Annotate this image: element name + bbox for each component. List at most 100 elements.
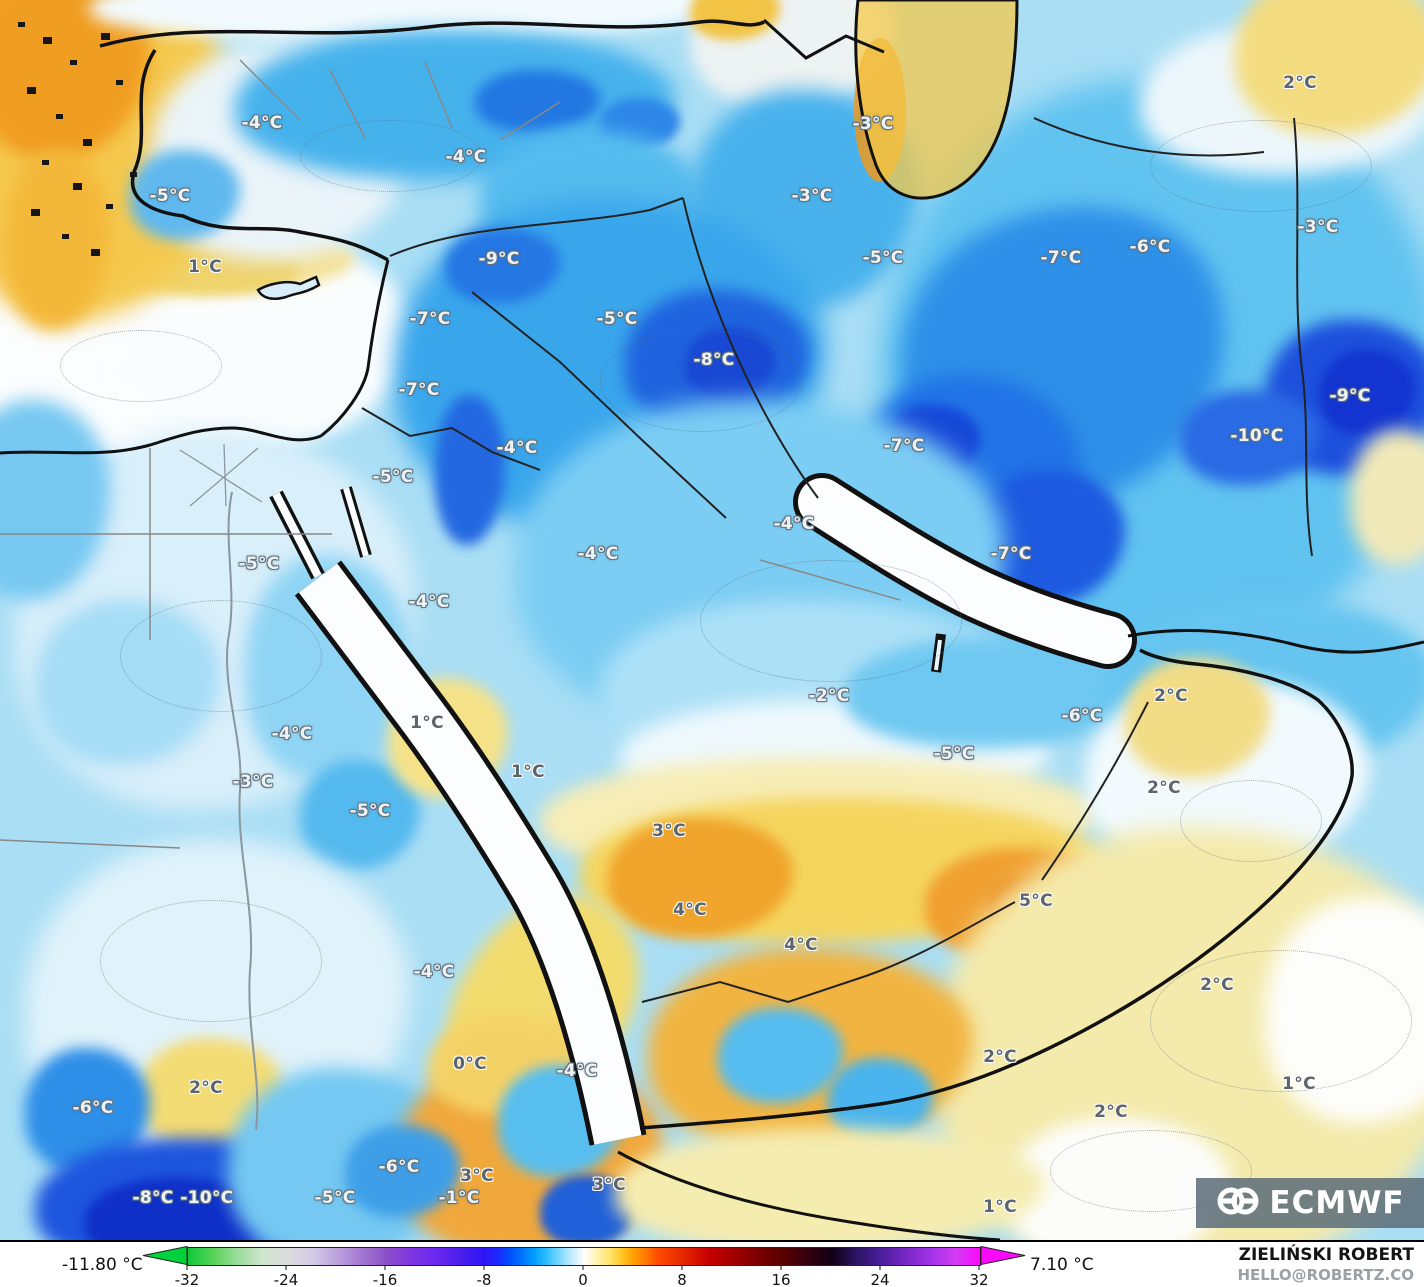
black-sea-coast xyxy=(99,19,765,48)
right-edge-pale-yellow xyxy=(1350,430,1424,565)
legend-tickmark xyxy=(384,1265,386,1270)
temp-label: -7°C xyxy=(1040,248,1082,268)
legend-tickmark xyxy=(879,1265,881,1270)
temp-label: 3°C xyxy=(460,1166,494,1186)
credit-name: ZIELIŃSKI ROBERT xyxy=(1238,1245,1414,1265)
contour xyxy=(700,560,962,682)
temp-label: -4°C xyxy=(577,544,619,564)
temp-label: -6°C xyxy=(1129,237,1171,257)
jordan-dark-streak xyxy=(435,395,505,545)
yemen-cold-spot xyxy=(718,1008,843,1103)
legend-gradient xyxy=(187,1247,981,1266)
temp-label: -4°C xyxy=(556,1061,598,1081)
temp-label: 2°C xyxy=(1147,778,1181,798)
contour xyxy=(1150,120,1372,212)
egypt-north-coast xyxy=(0,426,322,455)
contour xyxy=(300,120,482,192)
temp-label: -7°C xyxy=(990,544,1032,564)
turkey-dark-spot xyxy=(475,70,600,132)
temp-label: -6°C xyxy=(1061,706,1103,726)
temp-label: -4°C xyxy=(241,113,283,133)
legend-tickmark xyxy=(681,1265,683,1270)
legend-tick-label: 32 xyxy=(969,1271,989,1287)
temp-label: -4°C xyxy=(773,514,815,534)
temp-label: -3°C xyxy=(1297,217,1339,237)
caspian-sea xyxy=(854,0,1019,200)
legend-tick-label: 24 xyxy=(870,1271,890,1287)
persian-gulf-water xyxy=(798,478,1132,664)
temp-label: 2°C xyxy=(983,1047,1017,1067)
legend-tick-label: 8 xyxy=(677,1271,687,1287)
nile-delta-grid xyxy=(179,443,263,507)
temp-label: 1°C xyxy=(1282,1074,1316,1094)
temp-label: -6°C xyxy=(72,1098,114,1118)
temp-label: 5°C xyxy=(1019,891,1053,911)
legend-tick-label: -32 xyxy=(174,1271,200,1287)
iran-dark-mid xyxy=(1180,390,1320,485)
temp-label: 2°C xyxy=(1154,686,1188,706)
temp-label: 1°C xyxy=(983,1197,1017,1217)
contour xyxy=(60,330,222,402)
aegean-islands xyxy=(18,22,25,27)
temp-label: 1°C xyxy=(511,762,545,782)
aegean-orange-2 xyxy=(5,150,110,330)
legend-ticks: -32 -24 -16 -8 0 8 16 24 32 xyxy=(175,1265,989,1287)
temp-label: -5°C xyxy=(372,467,414,487)
legend-arrow-right xyxy=(980,1246,1026,1265)
temp-label: 0°C xyxy=(453,1054,487,1074)
temp-label: -4°C xyxy=(496,438,538,458)
ecmwf-logo-icon xyxy=(1215,1186,1261,1220)
temp-label: -7°C xyxy=(883,436,925,456)
temp-label: 4°C xyxy=(673,900,707,920)
legend-tick-label: 16 xyxy=(771,1271,791,1287)
caucasus-border xyxy=(762,18,885,60)
legend-tickmark xyxy=(285,1265,287,1270)
coastline-layer xyxy=(0,0,1424,1240)
contour xyxy=(1050,1130,1252,1212)
temp-label: -6°C xyxy=(378,1157,420,1177)
temp-label: -7°C xyxy=(398,380,440,400)
somali-coast xyxy=(617,1150,1001,1240)
temp-label: -8°C xyxy=(693,350,735,370)
oman-yellow xyxy=(1125,658,1270,778)
syria-dark-core xyxy=(445,228,560,303)
red-sea-water xyxy=(298,563,642,1145)
contour xyxy=(1180,780,1322,862)
gulf-aqaba-water xyxy=(343,487,369,557)
sw-turkey-blue xyxy=(130,150,240,240)
temp-label: -4°C xyxy=(413,962,455,982)
contour xyxy=(100,900,322,1022)
arabia-orange-west xyxy=(608,818,793,938)
temp-label: 1°C xyxy=(410,713,444,733)
temp-label: 1°C xyxy=(188,257,222,277)
ecmwf-logo: ECMWF xyxy=(1196,1178,1424,1228)
legend-tickmark xyxy=(978,1265,980,1270)
temp-label: 4°C xyxy=(784,935,818,955)
temp-label: -5°C xyxy=(349,801,391,821)
temp-label: -3°C xyxy=(852,114,894,134)
legend-tickmark xyxy=(483,1265,485,1270)
legend-max-value: 7.10 °C xyxy=(1030,1255,1094,1275)
legend-bar: -11.80 °C -32 -24 -16 -8 0 8 16 24 32 7.10 °C ZI… xyxy=(0,1242,1424,1287)
temp-label: -5°C xyxy=(933,744,975,764)
nile-river xyxy=(226,491,259,1131)
legend-tick-label: -16 xyxy=(372,1271,398,1287)
contour xyxy=(120,600,322,712)
contour xyxy=(600,330,802,432)
temp-label: -5°C xyxy=(238,554,280,574)
credit-email: HELLO@ROBERTZ.CO xyxy=(1237,1266,1414,1284)
temp-label: -5°C xyxy=(862,248,904,268)
temperature-anomaly-map: -4°C -4°C -5°C 1°C -3°C -3°C -9°C -7°C -5°C -8°C -… xyxy=(0,0,1424,1242)
turkey-coast xyxy=(130,49,389,262)
temp-label: 2°C xyxy=(189,1078,223,1098)
temp-label: 3°C xyxy=(592,1175,626,1195)
temp-label: -8°C xyxy=(132,1188,174,1208)
legend-tick-label: 0 xyxy=(578,1271,588,1287)
temp-label: -5°C xyxy=(314,1188,356,1208)
ne-corner-yellow xyxy=(1235,0,1424,135)
temp-label: -5°C xyxy=(596,309,638,329)
temp-label: 2°C xyxy=(1283,73,1317,93)
legend-tick-label: -24 xyxy=(273,1271,299,1287)
temp-label: -10°C xyxy=(180,1188,234,1208)
